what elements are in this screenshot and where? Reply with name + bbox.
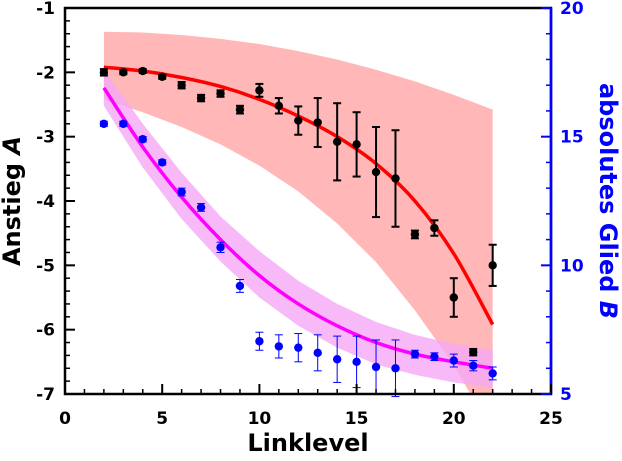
- slope-data-point: [196, 93, 206, 103]
- intercept-data-point: [196, 203, 206, 212]
- x-tick-label: 0: [59, 409, 71, 429]
- x-tick-label: 25: [539, 409, 563, 429]
- intercept-data-point: [371, 362, 381, 372]
- slope-data-point: [410, 230, 420, 239]
- x-tick-label: 20: [442, 409, 466, 429]
- slope-data-point: [177, 81, 186, 90]
- slope-data-point: [449, 293, 458, 302]
- y-tick-label: -3: [36, 128, 55, 148]
- y2-axis-title-text: absolutes Glied: [594, 83, 622, 292]
- intercept-data-point: [235, 281, 245, 291]
- slope-data-point: [274, 101, 284, 110]
- slope-data-point: [119, 68, 128, 77]
- intercept-data-point: [158, 158, 167, 167]
- y2-tick-label: 15: [560, 128, 584, 148]
- intercept-data-point: [216, 243, 225, 252]
- slope-data-point: [294, 116, 303, 125]
- y2-tick-label: 10: [560, 256, 584, 276]
- intercept-data-point: [449, 356, 458, 365]
- slope-data-point: [332, 137, 342, 147]
- y-axis-title: Anstieg A: [0, 136, 26, 266]
- slope-data-point: [352, 140, 361, 149]
- intercept-data-point: [255, 337, 264, 346]
- slope-data-point: [255, 86, 264, 95]
- y-axis-title-symbol: A: [0, 136, 26, 157]
- x-axis-title: Linklevel: [247, 429, 368, 456]
- intercept-data-point: [332, 355, 342, 364]
- intercept-data-point: [391, 364, 400, 373]
- slope-data-point: [488, 261, 497, 270]
- intercept-data-point: [313, 348, 322, 358]
- intercept-data-point: [352, 357, 361, 367]
- y-tick-label: -4: [36, 192, 55, 212]
- y-tick-label: -7: [36, 385, 55, 405]
- intercept-data-point: [138, 135, 147, 144]
- y2-tick-label: 20: [560, 0, 584, 19]
- slope-confidence-band: [103, 31, 493, 394]
- slope-data-point: [138, 66, 147, 76]
- intercept-data-point: [430, 352, 439, 361]
- x-tick-label: 10: [248, 409, 272, 429]
- slope-data-point: [235, 105, 245, 114]
- slope-data-point: [371, 167, 381, 177]
- y2-axis-title-symbol: B: [594, 301, 622, 319]
- slope-data-point: [391, 174, 400, 183]
- y2-axis-title: absolutes Glied B: [594, 83, 622, 319]
- intercept-data-point: [488, 369, 497, 378]
- intercept-data-point: [294, 343, 303, 352]
- intercept-data-point: [119, 119, 128, 128]
- slope-data-point: [158, 72, 167, 82]
- slope-data-point: [469, 347, 478, 357]
- slope-data-point: [313, 118, 322, 127]
- x-tick-label: 15: [345, 409, 369, 429]
- slope-data-point: [430, 223, 439, 233]
- y2-tick-label: 5: [560, 385, 572, 405]
- intercept-data-point: [469, 361, 478, 370]
- intercept-data-point: [177, 187, 186, 197]
- y-tick-label: -1: [36, 0, 55, 19]
- intercept-data-point: [99, 119, 109, 128]
- slope-data-point: [99, 68, 109, 77]
- intercept-data-point: [410, 349, 420, 359]
- slope-data-point: [216, 89, 225, 98]
- y-tick-label: -6: [36, 321, 55, 341]
- x-tick-label: 5: [156, 409, 168, 429]
- y-tick-label: -5: [36, 256, 55, 276]
- y-axis-title-text: Anstieg: [0, 163, 26, 266]
- intercept-data-point: [274, 342, 284, 351]
- y-tick-label: -2: [36, 63, 55, 83]
- intercept-fit-line: [102, 86, 493, 370]
